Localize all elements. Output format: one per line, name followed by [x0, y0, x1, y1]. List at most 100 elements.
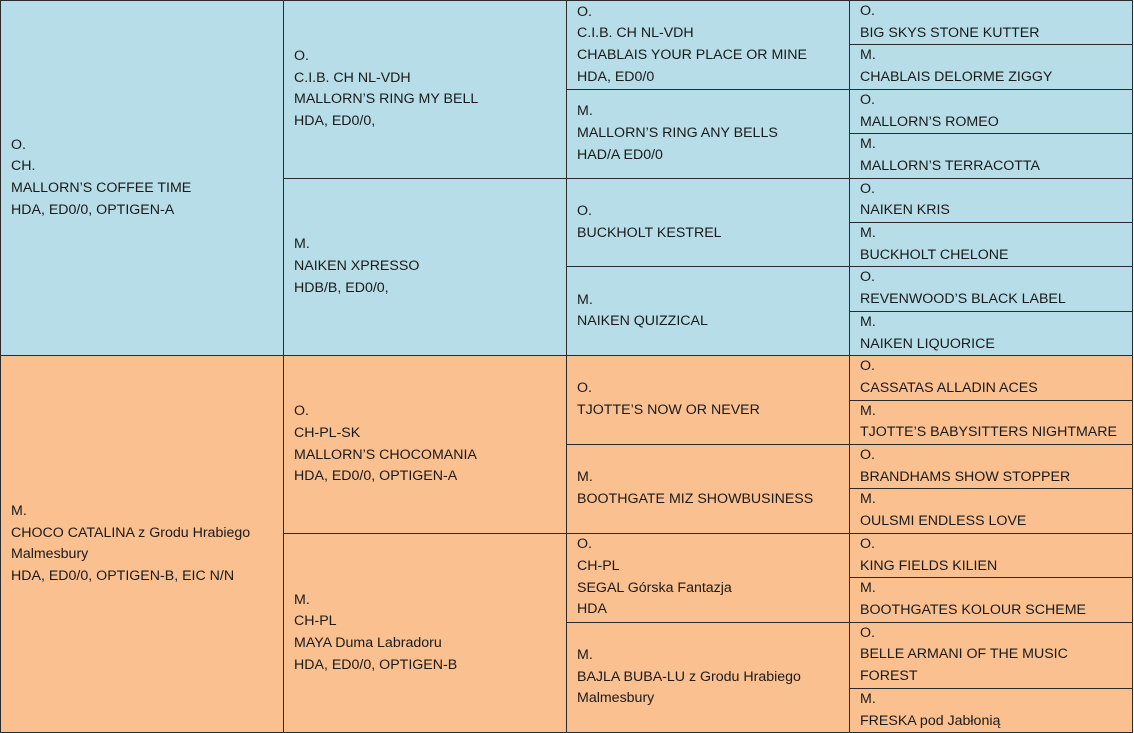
- sex-label: O.: [860, 624, 875, 641]
- ancestor-text: MAYA Duma Labradoru: [294, 635, 442, 652]
- ancestor-text: SEGAL Górska Fantazja: [577, 579, 732, 596]
- ancestor-text: CH-PL: [577, 558, 620, 575]
- ancestor-cell-gen4: O. BIG SKYS STONE KUTTER: [849, 0, 1133, 46]
- ancestor-text: HDA, ED0/0, OPTIGEN-B: [294, 656, 458, 673]
- ancestor-text: TJOTTE’S NOW OR NEVER: [577, 402, 760, 419]
- ancestor-cell-gen4: O. MALLORN’S ROMEO: [849, 88, 1133, 135]
- sex-label: O.: [860, 535, 875, 552]
- ancestor-cell-gen1: M. CHOCO CATALINA z Grodu Hrabiego Malmesb…: [0, 355, 284, 733]
- sex-label: M.: [860, 491, 876, 508]
- ancestor-text: FOREST: [860, 668, 918, 685]
- ancestor-cell-gen3: O. CH-PL SEGAL Górska Fantazja HDA: [566, 532, 850, 623]
- ancestor-cell-gen3: M. BAJLA BUBA-LU z Grodu Hrabiego Malmesbu…: [566, 621, 850, 733]
- ancestor-text: CHABLAIS DELORME ZIGGY: [860, 69, 1053, 86]
- sex-label: O.: [294, 47, 309, 64]
- ancestor-text: HDA, ED0/0, OPTIGEN-B, EIC N/N: [11, 567, 235, 584]
- pedigree-row: M. CHOCO CATALINA z Grodu Hrabiego Malmesb…: [0, 355, 1133, 733]
- ancestor-text: CH-PL-SK: [294, 424, 361, 441]
- ancestor-text: BRANDHAMS SHOW STOPPER: [860, 468, 1071, 485]
- ancestor-text: MALLORN’S RING MY BELL: [294, 91, 479, 108]
- ancestor-cell-gen2: O. CH-PL-SK MALLORN’S CHOCOMANIA HDA, ED0/0…: [283, 355, 567, 534]
- ancestor-cell-gen2: M. NAIKEN XPRESSO HDB/B, ED0/0,: [283, 177, 567, 357]
- ancestor-text: BELLE ARMANI OF THE MUSIC: [860, 646, 1068, 663]
- ancestor-text: CHABLAIS YOUR PLACE OR MINE: [577, 46, 807, 63]
- pedigree-row: M. OULSMI ENDLESS LOVE: [1, 488, 1133, 534]
- sex-label: M.: [577, 469, 593, 486]
- pedigree-row: M. BUCKHOLT CHELONE: [1, 222, 1133, 268]
- sex-label: O.: [577, 380, 592, 397]
- sex-label: O.: [577, 3, 592, 20]
- pedigree-row: O. CH. MALLORN’S COFFEE TIME HDA, ED0/0, OP…: [0, 0, 1133, 357]
- sex-label: M.: [860, 690, 876, 707]
- ancestor-cell-gen3: O. TJOTTE’S NOW OR NEVER: [566, 355, 850, 446]
- sex-label: O.: [294, 403, 309, 420]
- ancestor-text: CH.: [11, 158, 36, 175]
- pedigree-row: M. BOOTHGATE MIZ SHOWBUSINESS O. BRANDHAMS …: [1, 444, 1133, 534]
- pedigree-row: M. CHABLAIS DELORME ZIGGY: [1, 44, 1133, 90]
- ancestor-text: NAIKEN KRIS: [860, 202, 950, 219]
- ancestor-cell-gen3: O. C.I.B. CH NL-VDH CHABLAIS YOUR PLACE OR…: [566, 0, 850, 90]
- ancestor-text: BUCKHOLT KESTREL: [577, 224, 722, 241]
- ancestor-cell-gen3: M. BOOTHGATE MIZ SHOWBUSINESS: [566, 444, 850, 534]
- ancestor-cell-gen3: M. NAIKEN QUIZZICAL: [566, 266, 850, 357]
- ancestor-cell-gen4: O. REVENWOOD’S BLACK LABEL: [849, 266, 1133, 312]
- ancestor-text: HDA, ED0/0: [577, 68, 655, 85]
- ancestor-text: MALLORN’S TERRACOTTA: [860, 157, 1040, 174]
- pedigree-row: M. MALLORN’S RING ANY BELLS HAD/A ED0/0 O. M…: [1, 88, 1133, 179]
- sex-label: O.: [860, 180, 875, 197]
- ancestor-cell-gen4: M. NAIKEN LIQUORICE: [849, 310, 1133, 357]
- pedigree-row: M. BAJLA BUBA-LU z Grodu Hrabiego Malmesbu…: [1, 621, 1133, 733]
- sex-label: O.: [860, 358, 875, 375]
- ancestor-text: HDB/B, ED0/0,: [294, 279, 389, 296]
- ancestor-text: BAJLA BUBA-LU z Grodu Hrabiego: [577, 668, 801, 685]
- pedigree-row: M. BOOTHGATES KOLOUR SCHEME: [1, 577, 1133, 623]
- sex-label: M.: [860, 313, 876, 330]
- sex-label: O.: [577, 202, 592, 219]
- ancestor-text: NAIKEN XPRESSO: [294, 258, 420, 275]
- sex-label: O.: [11, 136, 26, 153]
- ancestor-text: HDA, ED0/0, OPTIGEN-A: [294, 468, 458, 485]
- ancestor-text: HAD/A ED0/0: [577, 146, 663, 163]
- ancestor-text: Malmesbury: [11, 546, 89, 563]
- ancestor-text: CHOCO CATALINA z Grodu Hrabiego: [11, 524, 251, 541]
- ancestor-text: KING FIELDS KILIEN: [860, 557, 998, 574]
- sex-label: M.: [860, 402, 876, 419]
- sex-label: M.: [860, 580, 876, 597]
- ancestor-cell-gen4: M. BOOTHGATES KOLOUR SCHEME: [849, 577, 1133, 623]
- sex-label: M.: [294, 591, 310, 608]
- ancestor-text: C.I.B. CH NL-VDH: [294, 69, 411, 86]
- ancestor-cell-gen4: M. OULSMI ENDLESS LOVE: [849, 488, 1133, 534]
- sex-label: O.: [860, 3, 875, 19]
- ancestor-cell-gen4: O. KING FIELDS KILIEN: [849, 532, 1133, 579]
- ancestor-cell-gen4: M. FRESKA pod Jabłonią: [849, 687, 1133, 733]
- ancestor-text: CASSATAS ALLADIN ACES: [860, 379, 1038, 396]
- sex-label: O.: [860, 91, 875, 108]
- sex-label: M.: [577, 103, 593, 120]
- pedigree-row: M. MALLORN’S TERRACOTTA: [1, 133, 1133, 179]
- ancestor-text: NAIKEN LIQUORICE: [860, 335, 995, 352]
- sex-label: M.: [860, 47, 876, 64]
- ancestor-text: OULSMI ENDLESS LOVE: [860, 513, 1027, 530]
- ancestor-text: Malmesbury: [577, 690, 655, 707]
- ancestor-text: MALLORN’S CHOCOMANIA: [294, 446, 477, 463]
- ancestor-text: MALLORN’S ROMEO: [860, 113, 999, 130]
- ancestor-text: HDA: [577, 601, 607, 618]
- ancestor-text: BIG SKYS STONE KUTTER: [860, 24, 1040, 41]
- ancestor-text: FRESKA pod Jabłonią: [860, 712, 1001, 729]
- ancestor-cell-gen3: O. BUCKHOLT KESTREL: [566, 177, 850, 268]
- ancestor-cell-gen2: M. CH-PL MAYA Duma Labradoru HDA, ED0/0, OP…: [283, 532, 567, 733]
- ancestor-text: BOOTHGATE MIZ SHOWBUSINESS: [577, 490, 814, 507]
- ancestor-text: NAIKEN QUIZZICAL: [577, 313, 708, 330]
- ancestor-cell-gen2: O. C.I.B. CH NL-VDH MALLORN’S RING MY BELL…: [283, 0, 567, 179]
- ancestor-text: C.I.B. CH NL-VDH: [577, 25, 694, 42]
- sex-label: M.: [860, 225, 876, 242]
- ancestor-text: HDA, ED0/0,: [294, 113, 376, 130]
- ancestor-cell-gen4: M. TJOTTE’S BABYSITTERS NIGHTMARE: [849, 399, 1133, 446]
- ancestor-text: MALLORN’S COFFEE TIME: [11, 180, 192, 197]
- ancestor-text: HDA, ED0/0, OPTIGEN-A: [11, 201, 175, 218]
- sex-label: M.: [577, 646, 593, 663]
- ancestor-cell-gen4: O. BRANDHAMS SHOW STOPPER: [849, 444, 1133, 490]
- pedigree-row: M. NAIKEN LIQUORICE: [1, 310, 1133, 357]
- pedigree-row: M. NAIKEN QUIZZICAL O. REVENWOOD’S BLACK LA…: [1, 266, 1133, 357]
